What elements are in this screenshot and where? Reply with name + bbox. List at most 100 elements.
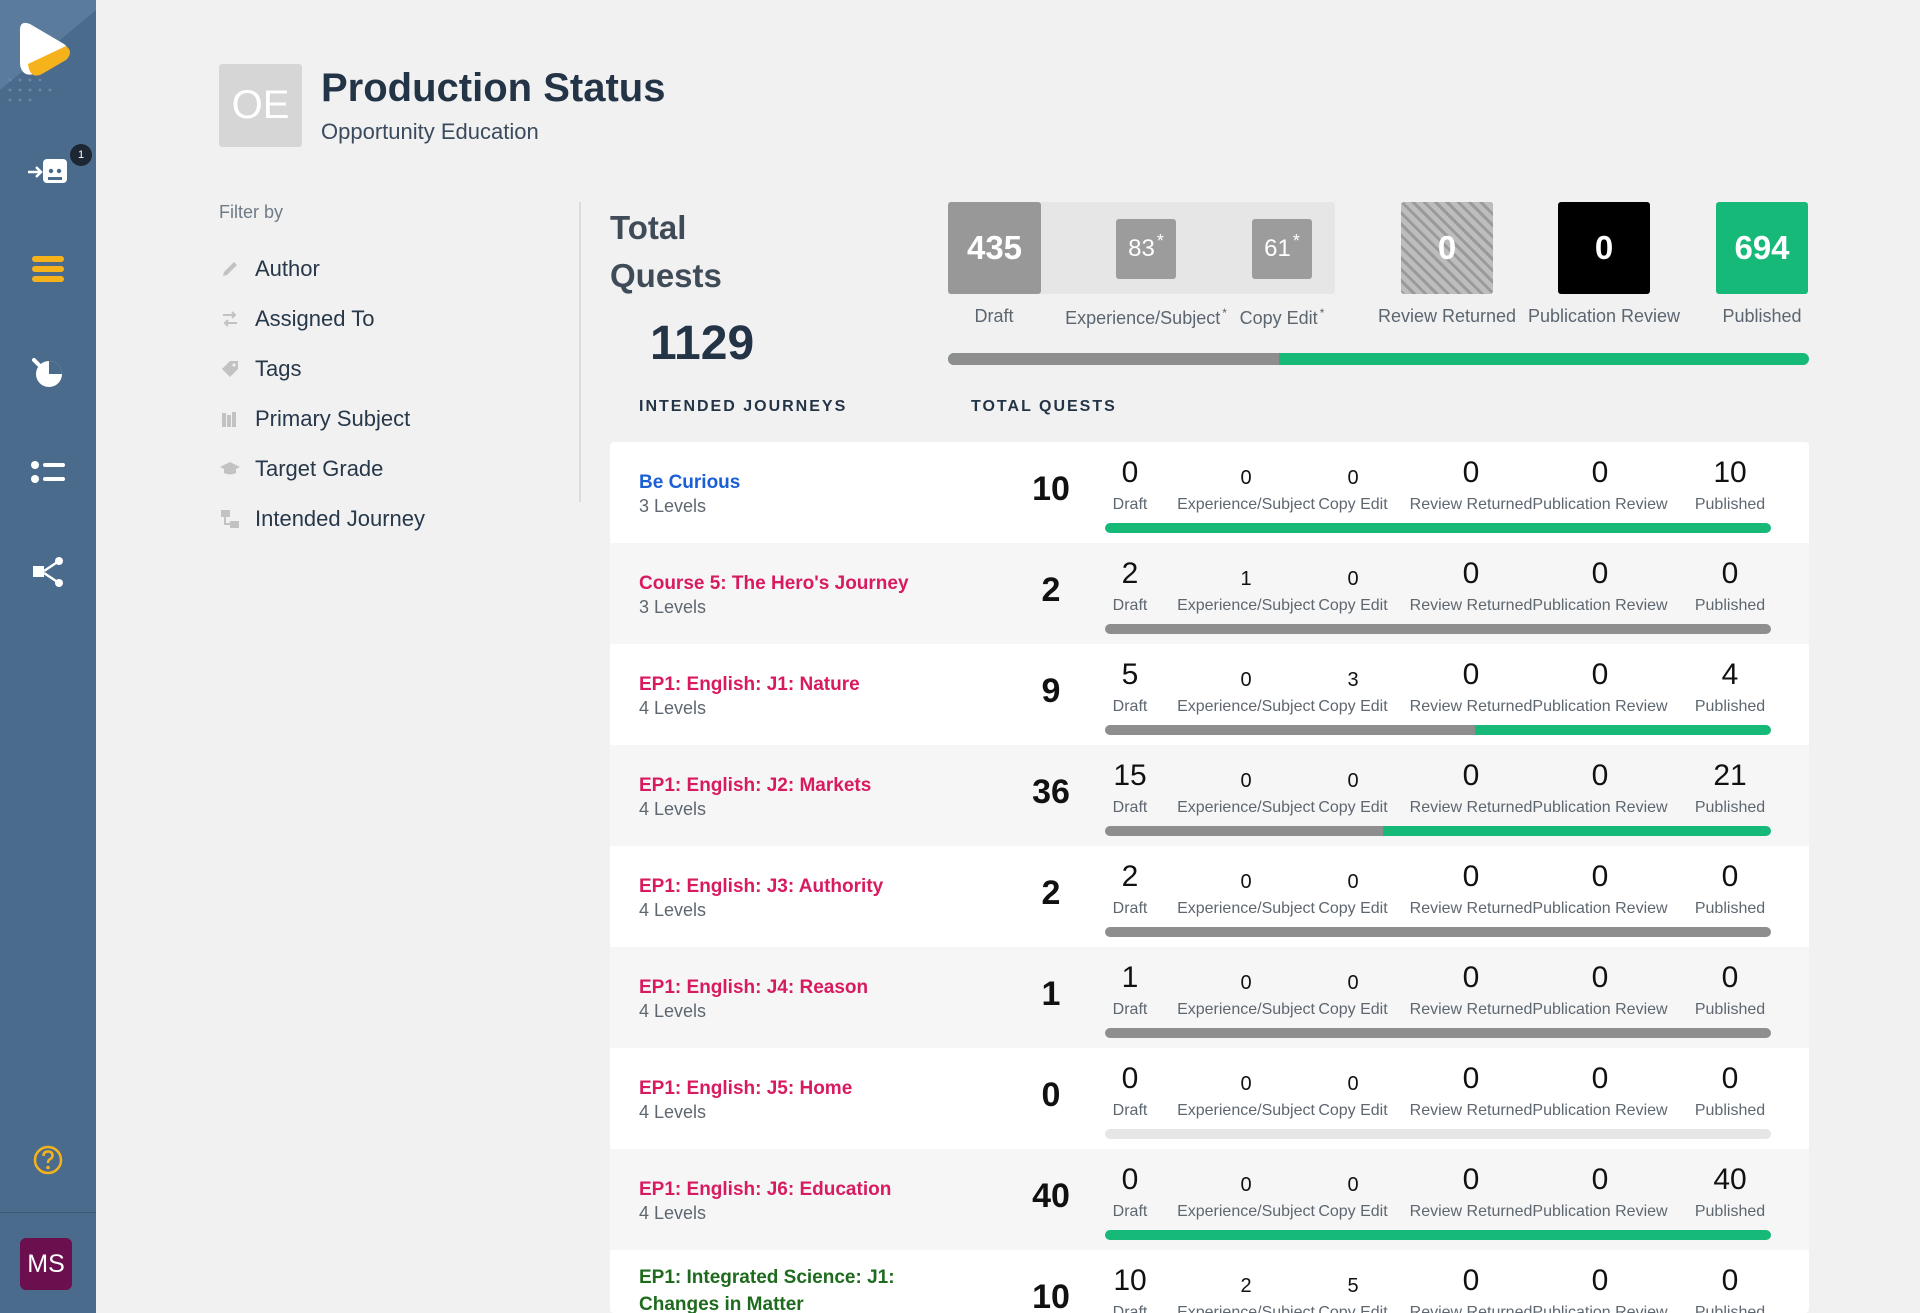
graduation-cap-icon bbox=[219, 458, 241, 480]
filter-tags[interactable]: Tags bbox=[219, 344, 425, 394]
experience-subject-count: 0 bbox=[1240, 1174, 1252, 1196]
filter-tags-label: Tags bbox=[255, 356, 302, 381]
filter-target-grade-label: Target Grade bbox=[255, 456, 384, 481]
review-returned-label: Review Returned bbox=[1409, 900, 1533, 917]
filter-assigned-to[interactable]: Assigned To bbox=[219, 294, 425, 344]
experience-subject-label: Experience/Subject bbox=[1177, 1203, 1315, 1220]
task-list-icon[interactable] bbox=[24, 448, 72, 496]
journey-name-link[interactable]: EP1: English: J4: Reason bbox=[639, 977, 869, 998]
published-label: Published bbox=[1694, 496, 1766, 513]
filter-primary-subject-label: Primary Subject bbox=[255, 406, 411, 431]
published-count: 0 bbox=[1721, 557, 1739, 590]
sidebar: 1 MS bbox=[0, 0, 96, 1313]
draft-count-box[interactable]: 435 bbox=[948, 202, 1041, 294]
experience-subject-count-box[interactable]: 83 * bbox=[1116, 219, 1176, 279]
publication-review-count: 0 bbox=[1591, 1264, 1609, 1297]
copy-edit-count: 0 bbox=[1347, 467, 1359, 489]
journey-icon bbox=[219, 508, 241, 530]
filter-primary-subject[interactable]: Primary Subject bbox=[219, 394, 425, 444]
import-icon[interactable] bbox=[24, 148, 72, 196]
journey-name-link[interactable]: EP1: English: J1: Nature bbox=[639, 674, 860, 695]
publication-review-label: Publication Review bbox=[1532, 1304, 1668, 1313]
copy-edit-count: 0 bbox=[1347, 1174, 1359, 1196]
published-count-box[interactable]: 694 bbox=[1716, 202, 1808, 294]
journey-progress-bar bbox=[1105, 523, 1771, 533]
progress-published-segment bbox=[1105, 523, 1771, 533]
total-quests-header[interactable]: TOTAL QUESTS bbox=[971, 398, 1117, 415]
journey-name-link[interactable]: EP1: English: J2: Markets bbox=[639, 775, 872, 796]
experience-subject-count: 0 bbox=[1240, 669, 1252, 691]
table-row: EP1: Integrated Science: J1: Changes in … bbox=[610, 1250, 1809, 1313]
copy-edit-count-box[interactable]: 61 * bbox=[1252, 219, 1312, 279]
progress-draft-segment bbox=[1105, 927, 1771, 937]
journey-total-quests: 2 bbox=[1041, 874, 1061, 912]
copy-edit-label: Copy Edit bbox=[1318, 1102, 1388, 1119]
app-logo[interactable] bbox=[0, 0, 96, 110]
intended-journeys-header[interactable]: INTENDED JOURNEYS bbox=[639, 398, 848, 415]
filter-divider bbox=[579, 202, 581, 502]
table-row: EP1: English: J1: Nature 4 Levels 9 5 Draft 0… bbox=[610, 644, 1809, 745]
help-icon[interactable] bbox=[24, 1136, 72, 1184]
production-status-icon[interactable] bbox=[24, 246, 72, 294]
experience-subject-label: Experience/Subject bbox=[1177, 496, 1315, 513]
copy-edit-count: 0 bbox=[1347, 770, 1359, 792]
copy-edit-label: Copy Edit bbox=[1318, 698, 1388, 715]
experience-subject-label: Experience/Subject bbox=[1177, 597, 1315, 614]
draft-count: 1 bbox=[1121, 961, 1139, 994]
page-title: Production Status bbox=[321, 66, 666, 110]
journey-total-quests: 10 bbox=[1032, 1278, 1070, 1313]
notification-badge: 1 bbox=[70, 144, 92, 166]
review-returned-label: Review Returned bbox=[1409, 1102, 1533, 1119]
review-returned-count: 0 bbox=[1462, 961, 1480, 994]
journey-name-link[interactable]: EP1: English: J6: Education bbox=[639, 1179, 892, 1200]
experience-subject-count: 0 bbox=[1240, 467, 1252, 489]
share-icon[interactable] bbox=[24, 548, 72, 596]
draft-label: Draft bbox=[1112, 1102, 1148, 1119]
publication-review-count: 0 bbox=[1591, 1062, 1609, 1095]
draft-count: 2 bbox=[1121, 557, 1139, 590]
experience-subject-count: 2 bbox=[1240, 1275, 1252, 1297]
published-label: Published bbox=[1694, 799, 1766, 816]
journey-levels: 4 Levels bbox=[639, 698, 707, 718]
draft-label: Draft bbox=[974, 306, 1014, 326]
review-returned-label: Review Returned bbox=[1409, 597, 1533, 614]
journey-name-link[interactable]: EP1: Integrated Science: J1: Changes in … bbox=[639, 1267, 895, 1313]
filter-intended-journey[interactable]: Intended Journey bbox=[219, 494, 425, 544]
copy-edit-label-asterisk: * bbox=[1319, 306, 1325, 320]
published-count: 0 bbox=[1721, 961, 1739, 994]
publication-review-label: Publication Review bbox=[1532, 799, 1668, 816]
page-subtitle: Opportunity Education bbox=[321, 119, 539, 144]
publication-review-label: Publication Review bbox=[1532, 1102, 1668, 1119]
published-count: 21 bbox=[1713, 759, 1747, 792]
journey-name-link[interactable]: EP1: English: J3: Authority bbox=[639, 876, 884, 897]
filter-author[interactable]: Author bbox=[219, 244, 425, 294]
journey-name-link[interactable]: Course 5: The Hero's Journey bbox=[639, 573, 909, 594]
journey-progress-bar bbox=[1105, 927, 1771, 937]
analytics-icon[interactable] bbox=[24, 348, 72, 396]
journey-name-link[interactable]: Be Curious bbox=[639, 472, 741, 493]
publication-review-count-box[interactable]: 0 bbox=[1558, 202, 1650, 294]
draft-label: Draft bbox=[1112, 900, 1148, 917]
review-returned-count-box[interactable]: 0 bbox=[1401, 202, 1493, 294]
experience-subject-label: Experience/Subject * bbox=[1065, 306, 1227, 329]
published-label: Published bbox=[1694, 1304, 1766, 1313]
progress-draft-segment bbox=[1105, 826, 1383, 836]
published-label: Published bbox=[1694, 1102, 1766, 1119]
journey-total-quests: 10 bbox=[1032, 470, 1070, 508]
draft-count: 0 bbox=[1121, 456, 1139, 489]
review-returned-label: Review Returned bbox=[1409, 496, 1533, 513]
experience-subject-label-text: Experience/Subject bbox=[1065, 308, 1221, 328]
journey-progress-bar bbox=[1105, 725, 1771, 735]
copy-edit-count: 0 bbox=[1347, 568, 1359, 590]
journey-total-quests: 9 bbox=[1041, 672, 1061, 710]
journey-name-link[interactable]: EP1: English: J5: Home bbox=[639, 1078, 853, 1099]
copy-edit-label: Copy Edit bbox=[1318, 799, 1388, 816]
copy-edit-label: Copy Edit bbox=[1318, 496, 1388, 513]
review-returned-label: Review Returned bbox=[1409, 1203, 1533, 1220]
user-avatar[interactable]: MS bbox=[20, 1238, 72, 1290]
filter-target-grade[interactable]: Target Grade bbox=[219, 444, 425, 494]
table-row: EP1: English: J6: Education 4 Levels 40 0 Dr… bbox=[610, 1149, 1809, 1250]
review-returned-label: Review Returned bbox=[1409, 698, 1533, 715]
journey-levels: 3 Levels bbox=[639, 496, 707, 516]
table-row: EP1: English: J2: Markets 4 Levels 36 15 Dra… bbox=[610, 745, 1809, 846]
